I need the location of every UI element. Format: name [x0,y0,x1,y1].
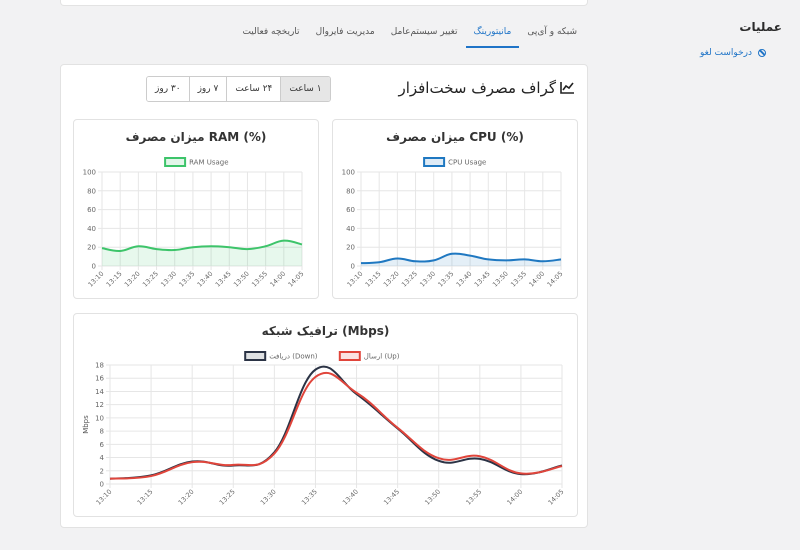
x-tick-label: 13:10 [95,488,114,507]
x-tick-label: 13:50 [423,488,442,507]
x-tick-label: 13:25 [218,488,237,507]
y-tick-label: 2 [100,467,104,475]
x-tick-label: 13:35 [300,488,319,507]
tab-network[interactable]: شبکه و آی‌پی [527,27,577,37]
tab-bar: شبکه و آی‌پی مانیتورینگ تغییر سیستم‌عامل… [240,22,585,48]
y-tick-label: 100 [342,169,355,177]
series-line [360,252,562,265]
line-chart-icon [560,82,574,94]
x-tick-label: 13:10 [346,270,365,289]
x-tick-label: 14:05 [287,270,306,289]
y-tick-label: 16 [95,375,104,383]
tab-firewall[interactable]: مدیریت فایروال [315,27,375,37]
y-tick-label: 80 [87,187,96,195]
y-tick-label: 100 [83,169,96,177]
x-tick-label: 13:25 [141,270,160,289]
ram-chart-title: میزان مصرف RAM (%) [125,130,267,144]
x-tick-label: 13:35 [436,270,455,289]
legend-label: RAM Usage [189,159,228,167]
x-tick-label: 13:25 [400,270,419,289]
x-tick-label: 13:30 [159,270,178,289]
y-tick-label: 80 [346,187,355,195]
y-tick-label: 60 [87,206,96,214]
x-tick-label: 14:05 [547,488,566,507]
y-tick-label: 0 [100,481,104,489]
network-chart-title: ترافیک شبکه (Mbps) [261,324,390,338]
x-tick-label: 13:20 [177,488,196,507]
top-card-edge [60,0,588,6]
legend-label: CPU Usage [448,159,486,167]
sidebar-title: عملیات [739,20,782,34]
legend-swatch [423,157,446,167]
range-1h-button[interactable]: ۱ ساعت [280,77,330,101]
y-tick-label: 20 [346,244,355,252]
x-tick-label: 13:15 [136,488,155,507]
x-tick-label: 13:15 [105,270,124,289]
x-tick-label: 13:40 [455,270,474,289]
x-tick-label: 13:40 [196,270,215,289]
y-tick-label: 14 [95,388,104,396]
y-tick-label: 20 [87,244,96,252]
range-7d-button[interactable]: ۷ روز [188,77,227,101]
y-tick-label: 4 [100,454,105,462]
y-tick-label: 0 [92,263,96,271]
y-tick-label: 60 [346,206,355,214]
legend-label: دریافت (Down) [269,353,318,361]
range-24h-button[interactable]: ۲۴ ساعت [226,77,281,101]
x-tick-label: 13:30 [418,270,437,289]
x-tick-label: 13:45 [473,270,492,289]
network-chart: 0 2 4 6 8 10 12 14 16 18 13:10 13:15 13:20 13:25 13:30… [82,351,566,507]
y-tick-label: 18 [95,362,104,370]
series-area [102,240,302,266]
tab-os-change[interactable]: تغییر سیستم‌عامل [390,27,458,37]
x-tick-label: 13:45 [214,270,233,289]
x-tick-label: 13:10 [87,270,106,289]
tab-monitoring[interactable]: مانیتورینگ [465,22,520,48]
x-tick-label: 14:00 [505,488,524,507]
x-tick-label: 13:30 [259,488,278,507]
y-tick-label: 10 [95,414,104,422]
y-tick-label: 6 [100,441,105,449]
x-tick-label: 14:00 [527,270,546,289]
network-panel: ترافیک شبکه (Mbps) 0 2 4 6 8 10 12 14 16 18 13:10 1… [73,313,578,517]
hardware-usage-card: گراف مصرف سخت‌افزار ۳۰ روز ۷ روز ۲۴ ساعت… [60,64,588,528]
range-button-group: ۳۰ روز ۷ روز ۲۴ ساعت ۱ ساعت [146,76,331,102]
x-tick-label: 13:55 [250,270,269,289]
x-tick-label: 14:00 [268,270,287,289]
cpu-panel: میزان مصرف CPU (%) 0 20 40 60 80 100 13:10 13:1… [332,119,578,299]
x-tick-label: 13:55 [464,488,483,507]
x-tick-label: 13:15 [364,270,383,289]
x-tick-label: 13:35 [177,270,196,289]
legend-swatch [338,351,361,361]
x-tick-label: 14:05 [546,270,565,289]
cancel-request-link[interactable]: درخواست لغو [699,48,752,58]
x-tick-label: 13:20 [382,270,401,289]
ram-panel: میزان مصرف RAM (%) 0 20 40 60 80 100 13:10 13:1… [73,119,319,299]
tab-activity-history[interactable]: تاریخچه فعالیت [242,27,300,37]
series-line [109,371,563,480]
legend-label: ارسال (Up) [364,353,400,361]
main-title: گراف مصرف سخت‌افزار [398,79,556,97]
y-axis-label: Mbps [82,415,90,434]
x-tick-label: 13:20 [123,270,142,289]
y-tick-label: 8 [100,428,104,436]
range-30d-button[interactable]: ۳۰ روز [147,77,189,101]
series-area [361,253,561,266]
y-tick-label: 40 [346,225,355,233]
x-tick-label: 13:50 [491,270,510,289]
ban-icon [758,49,766,57]
cpu-chart-title: میزان مصرف CPU (%) [386,130,524,144]
x-tick-label: 13:45 [382,488,401,507]
x-tick-label: 13:55 [509,270,528,289]
x-tick-label: 13:50 [232,270,251,289]
series-line [101,239,303,252]
legend-swatch [244,351,267,361]
x-tick-label: 13:40 [341,488,360,507]
legend-swatch [164,157,187,167]
y-tick-label: 40 [87,225,96,233]
y-tick-label: 12 [95,401,104,409]
y-tick-label: 0 [351,263,355,271]
